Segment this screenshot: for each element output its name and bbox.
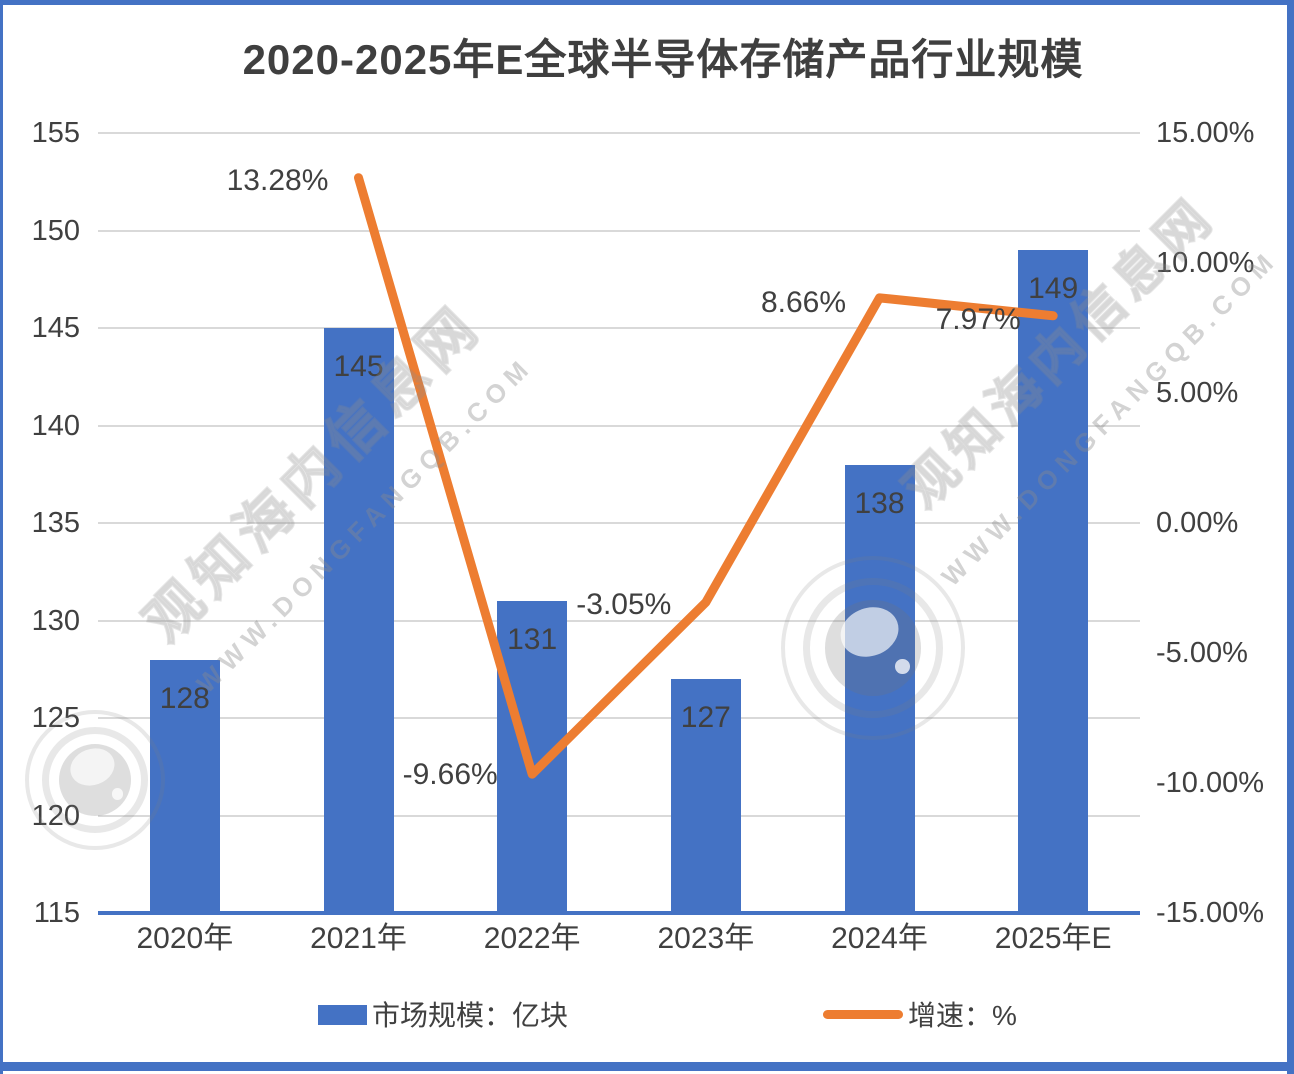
- legend-bar-swatch: [318, 1005, 367, 1025]
- x-axis-label: 2023年: [657, 922, 755, 955]
- bar-value-label: 149: [1028, 272, 1079, 305]
- bar-2024年: [844, 464, 915, 913]
- bar-value-label: 127: [680, 701, 731, 734]
- y-axis-right-tick-label: 15.00%: [1156, 117, 1255, 149]
- legend-line-swatch: [823, 1010, 903, 1019]
- grid-line: [98, 814, 1140, 817]
- x-axis-label: 2020年: [136, 922, 234, 955]
- y-axis-right-tick-label: -15.00%: [1156, 897, 1265, 929]
- grid-line: [98, 132, 1140, 134]
- frame-border-left: [0, 0, 3, 1074]
- bar-2020年: [149, 659, 220, 913]
- y-axis-left-tick-label: 115: [33, 897, 80, 929]
- y-axis-left-tick-label: 120: [31, 799, 80, 832]
- bar-2023年: [670, 679, 741, 913]
- frame-border-bottom: [0, 1062, 1294, 1071]
- grid-line: [98, 522, 1140, 524]
- chart-title: 2020-2025年E全球半导体存储产品行业规模: [242, 36, 1084, 83]
- y-axis-right-tick-label: 5.00%: [1156, 377, 1239, 409]
- y-axis-right-tick-label: -10.00%: [1156, 767, 1265, 799]
- y-axis-right-tick-label: 0.00%: [1156, 507, 1239, 539]
- growth-line: [354, 173, 1058, 779]
- y-axis-left-tick-label: 140: [31, 409, 80, 442]
- grid-line: [98, 229, 1140, 232]
- bar-value-label: 128: [159, 681, 210, 715]
- grid-line: [98, 717, 1140, 719]
- y-axis-left-tick-label: 150: [31, 214, 80, 247]
- growth-point-label: 13.28%: [226, 163, 329, 197]
- bar-value-label: 131: [507, 623, 558, 656]
- x-axis-label: 2021年: [310, 922, 407, 955]
- bar-2021年: [323, 328, 394, 913]
- x-axis-label: 2022年: [483, 922, 581, 955]
- growth-point-label: 8.66%: [760, 285, 847, 319]
- x-axis-label: 2024年: [831, 922, 928, 955]
- growth-point-label: -9.66%: [402, 758, 498, 792]
- bar-2025年E: [1018, 250, 1089, 913]
- y-axis-right-tick-label: 10.00%: [1156, 247, 1255, 279]
- y-axis-left-tick-label: 145: [31, 312, 80, 344]
- frame-border-right: [1287, 0, 1294, 1074]
- legend-bar-label: 市场规模：亿块: [372, 1000, 569, 1031]
- y-axis-right-tick-label: -5.00%: [1156, 637, 1248, 669]
- x-axis-line: [98, 911, 1140, 915]
- grid-line: [98, 619, 1140, 622]
- bar-value-label: 145: [333, 350, 384, 383]
- x-axis-label: 2025年E: [994, 922, 1112, 955]
- growth-point-label: -3.05%: [576, 588, 672, 622]
- grid-line: [98, 424, 1140, 427]
- growth-point-label: 7.97%: [935, 302, 1021, 336]
- y-axis-left-tick-label: 130: [31, 604, 80, 637]
- y-axis-left-tick-label: 125: [31, 702, 80, 734]
- y-axis-left-tick-label: 135: [31, 507, 80, 539]
- y-axis-left-tick-label: 155: [31, 117, 80, 149]
- grid-line: [98, 327, 1140, 329]
- frame-border-top: [0, 0, 1294, 5]
- legend-line-label: 增速：%: [908, 1000, 1017, 1031]
- bar-value-label: 138: [854, 486, 905, 520]
